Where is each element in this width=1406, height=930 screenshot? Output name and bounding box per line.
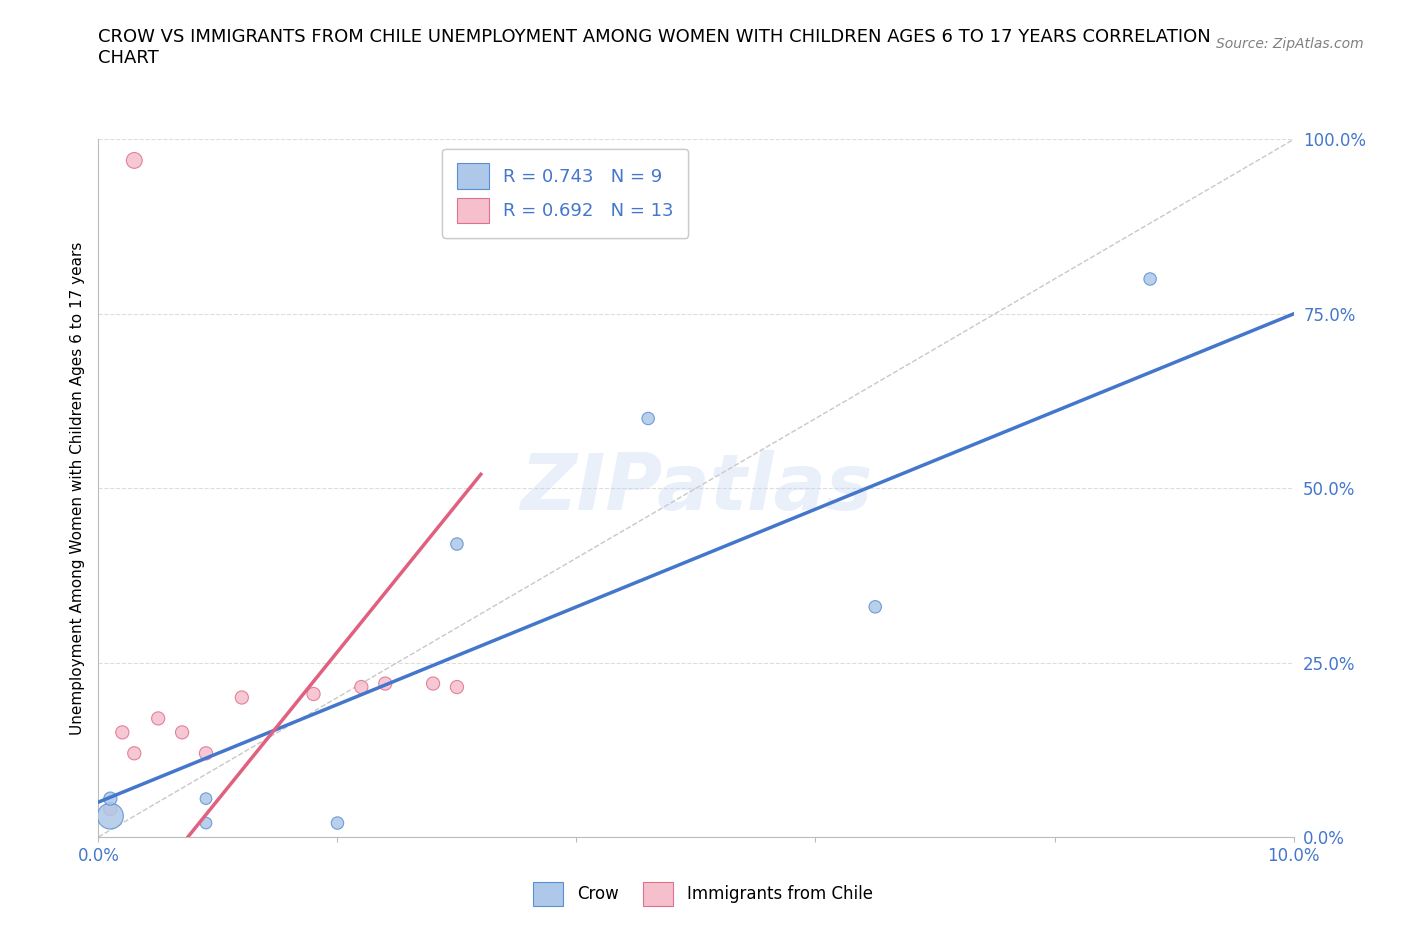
Point — [637, 411, 659, 426]
Legend: Crow, Immigrants from Chile: Crow, Immigrants from Chile — [527, 875, 879, 912]
Point — [124, 746, 146, 761]
Point — [446, 680, 468, 695]
Point — [148, 711, 170, 725]
Point — [446, 537, 468, 551]
Point — [172, 725, 194, 740]
Point — [1139, 272, 1161, 286]
Point — [98, 802, 122, 817]
Point — [350, 680, 373, 695]
Point — [422, 676, 444, 691]
Point — [194, 746, 218, 761]
Point — [302, 686, 325, 701]
Y-axis label: Unemployment Among Women with Children Ages 6 to 17 years: Unemployment Among Women with Children A… — [69, 242, 84, 735]
Legend: R = 0.743   N = 9, R = 0.692   N = 13: R = 0.743 N = 9, R = 0.692 N = 13 — [441, 149, 689, 237]
Point — [231, 690, 253, 705]
Text: CROW VS IMMIGRANTS FROM CHILE UNEMPLOYMENT AMONG WOMEN WITH CHILDREN AGES 6 TO 1: CROW VS IMMIGRANTS FROM CHILE UNEMPLOYME… — [98, 28, 1211, 67]
Point — [111, 725, 134, 740]
Point — [98, 791, 122, 806]
Point — [194, 816, 218, 830]
Text: Source: ZipAtlas.com: Source: ZipAtlas.com — [1216, 37, 1364, 51]
Point — [865, 600, 887, 615]
Point — [326, 816, 349, 830]
Point — [98, 809, 122, 824]
Point — [124, 153, 146, 168]
Point — [194, 791, 218, 806]
Point — [374, 676, 396, 691]
Text: ZIPatlas: ZIPatlas — [520, 450, 872, 526]
